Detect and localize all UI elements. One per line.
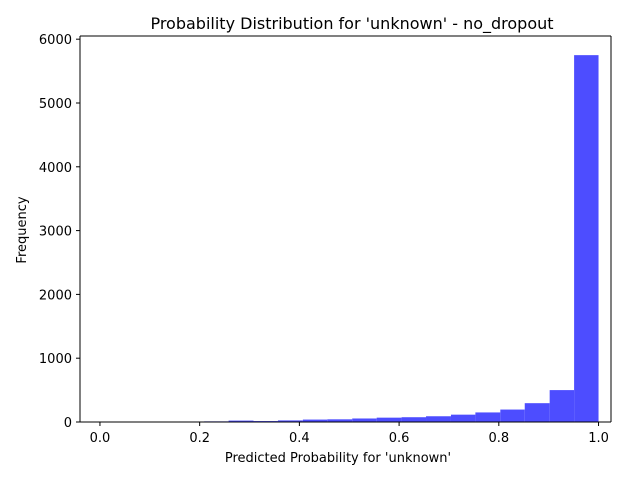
x-tick-label: 0.4 (289, 431, 310, 446)
x-ticks-group: 0.0 0.2 0.4 0.6 0.8 1.0 (90, 422, 609, 446)
y-tick-label: 2000 (39, 288, 72, 303)
y-ticks-group: 0 1000 2000 3000 4000 5000 6000 (39, 33, 80, 431)
histogram-bar (475, 412, 501, 422)
y-tick-label: 0 (64, 416, 72, 431)
histogram-bar (302, 419, 328, 422)
histogram-bar (277, 420, 303, 422)
histogram-bar (549, 390, 575, 422)
histogram-bar (228, 420, 254, 422)
x-tick-label: 1.0 (588, 431, 609, 446)
histogram-bar (426, 416, 451, 422)
x-axis-label: Predicted Probability for 'unknown' (225, 451, 451, 466)
y-axis-label: Frequency (15, 196, 30, 263)
y-tick-label: 6000 (39, 33, 72, 48)
histogram-bar (500, 409, 525, 422)
x-tick-label: 0.6 (389, 431, 410, 446)
axes-group (79, 35, 612, 423)
x-tick-label: 0.8 (488, 431, 509, 446)
x-tick-label: 0.0 (90, 431, 111, 446)
histogram-bar (352, 418, 377, 422)
histogram-bar (524, 403, 550, 422)
histogram-bar (376, 417, 402, 422)
bars-group (105, 55, 599, 422)
x-tick-label: 0.2 (189, 431, 210, 446)
y-tick-label: 1000 (39, 352, 72, 367)
histogram-bar (574, 55, 599, 422)
histogram-bar (401, 417, 427, 422)
chart-title: Probability Distribution for 'unknown' -… (150, 14, 553, 34)
y-tick-label: 5000 (39, 97, 72, 112)
y-tick-label: 3000 (39, 225, 72, 240)
y-tick-label: 4000 (39, 161, 72, 176)
histogram-bar (327, 419, 353, 422)
histogram-bar (450, 414, 476, 422)
